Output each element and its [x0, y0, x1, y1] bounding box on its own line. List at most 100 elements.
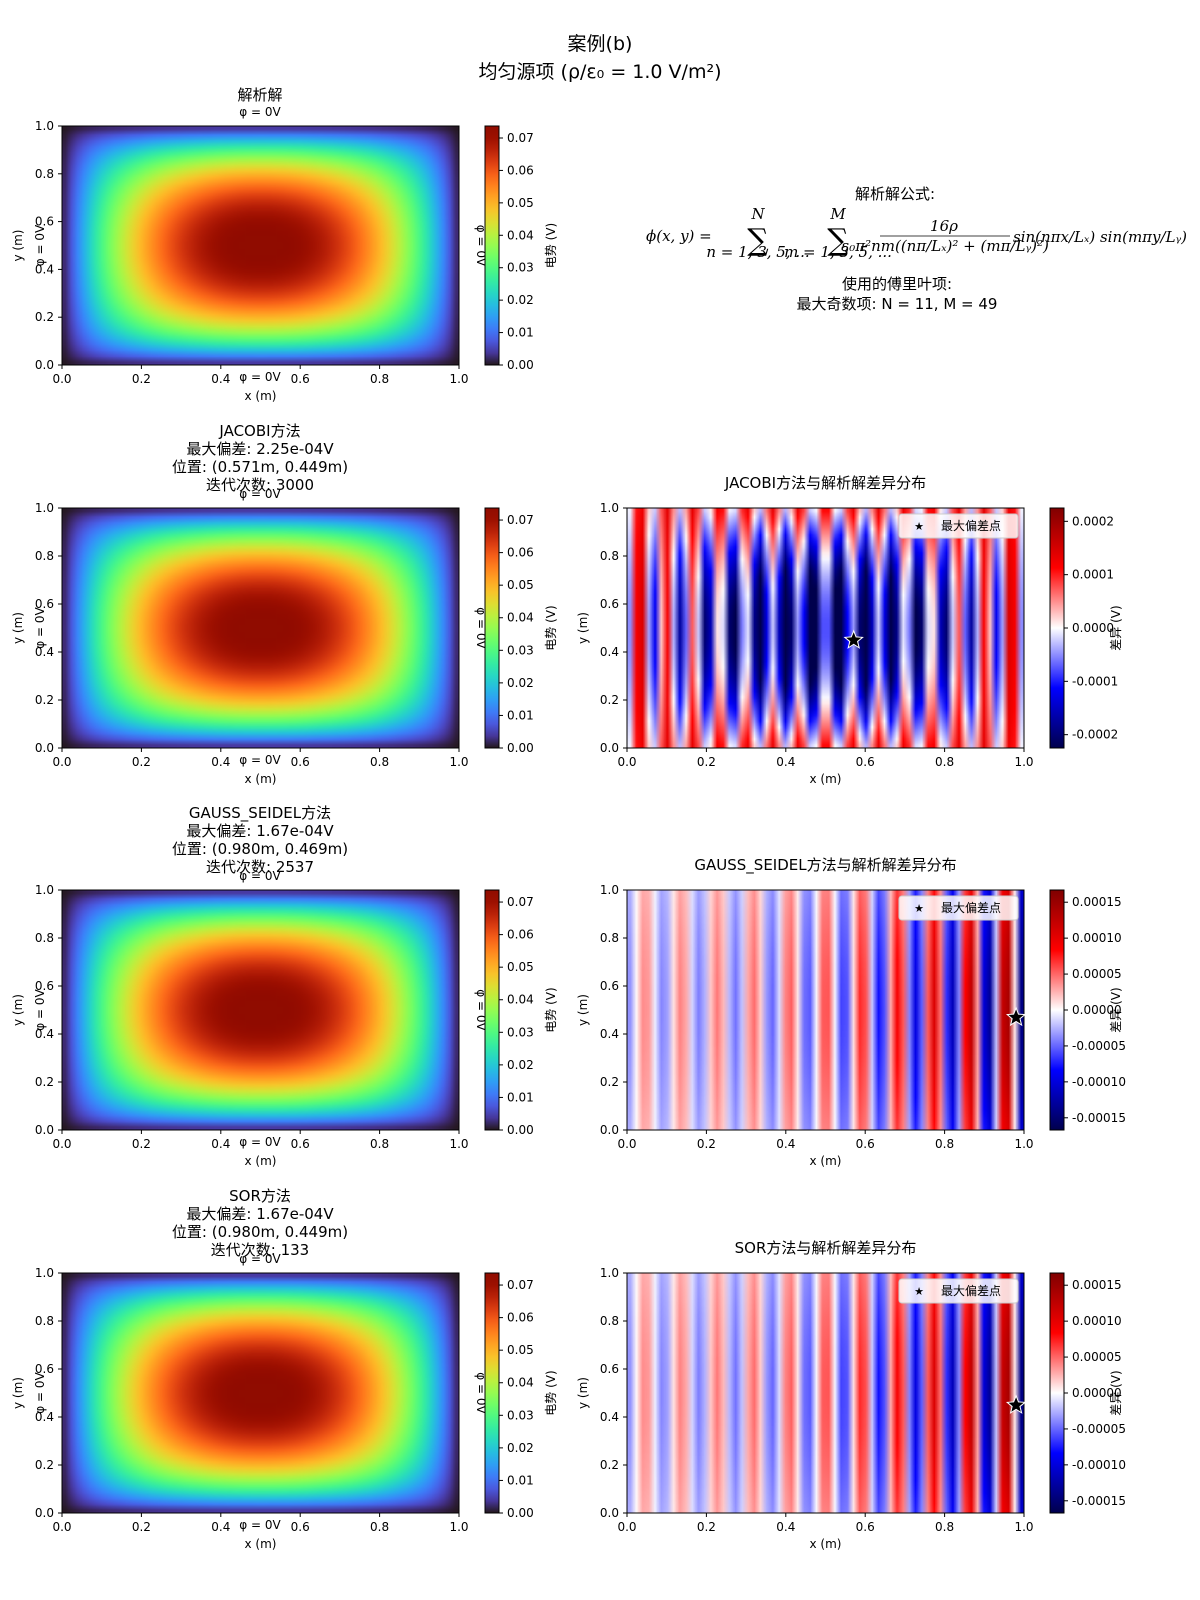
boundary-label-bottom: φ = 0V	[239, 1135, 281, 1149]
colorbar-tick-label: 0.01	[507, 1090, 534, 1104]
y-tick-label: 0.0	[35, 1123, 54, 1137]
x-tick-label: 1.0	[1014, 1520, 1033, 1534]
boundary-label-bottom: φ = 0V	[239, 370, 281, 384]
y-tick-label: 0.4	[35, 645, 54, 659]
panel-subtitle: 迭代次数: 133	[211, 1241, 309, 1259]
y-axis-label: y (m)	[11, 1377, 25, 1409]
colorbar-label: 电势 (V)	[544, 605, 558, 650]
legend-star-icon: ★	[914, 1285, 924, 1298]
y-tick-label: 1.0	[600, 883, 619, 897]
x-tick-label: 0.8	[370, 1137, 389, 1151]
colorbar-label: 差异 (V)	[1109, 1370, 1123, 1415]
colorbar-tick-label: 0.02	[507, 1058, 534, 1072]
colorbar-tick-label: 0.02	[507, 1441, 534, 1455]
boundary-label-top: φ = 0V	[239, 105, 281, 119]
sum-symbol-n: ∑	[747, 223, 769, 258]
y-tick-label: 0.4	[600, 1027, 619, 1041]
x-tick-label: 0.4	[776, 755, 795, 769]
boundary-label-top: φ = 0V	[239, 869, 281, 883]
y-tick-label: 0.0	[600, 1506, 619, 1520]
formula-numerator: 16ρ	[930, 217, 958, 235]
difference-heatmap	[627, 508, 1024, 748]
boundary-label-bottom: φ = 0V	[239, 1518, 281, 1532]
panel-subtitle: 最大偏差: 1.67e-04V	[186, 822, 334, 840]
y-tick-label: 0.2	[600, 1075, 619, 1089]
boundary-label-left: φ = 0V	[33, 988, 47, 1030]
diff-panel-title: SOR方法与解析解差异分布	[735, 1239, 917, 1257]
potential-heatmap	[62, 890, 459, 1130]
y-tick-label: 0.2	[35, 1458, 54, 1472]
x-axis-label: x (m)	[245, 389, 277, 403]
y-axis-label: y (m)	[576, 612, 590, 644]
colorbar-tick-label: 0.07	[507, 513, 534, 527]
colorbar-tick-label: 0.03	[507, 1025, 534, 1039]
colorbar-tick-label: 0.05	[507, 960, 534, 974]
panel-subtitle: 迭代次数: 2537	[206, 858, 314, 876]
y-axis-label: y (m)	[11, 230, 25, 262]
fourier-terms: 最大奇数项: N = 11, M = 49	[797, 295, 998, 313]
panel-subtitle: 位置: (0.980m, 0.469m)	[172, 840, 348, 858]
colorbar-tick-label: -0.00010	[1072, 1075, 1126, 1089]
colorbar-tick-label: 0.00	[507, 1506, 534, 1520]
colorbar-tick-label: 0.06	[507, 163, 534, 177]
potential-panel: 0.00.0 0.2 0.2 0.4 0.4 0.6 0.6 0.8 0.8 1.0 1.0 x (m…	[11, 804, 558, 1168]
colorbar-tick-label: 0.07	[507, 895, 534, 909]
diff-panel-title: JACOBI方法与解析解差异分布	[724, 474, 926, 492]
x-tick-label: 0.6	[291, 372, 310, 386]
formula-heading: 解析解公式:	[855, 185, 935, 203]
colorbar-tick-label: 0.00	[507, 1123, 534, 1137]
colorbar-tick-label: 0.01	[507, 326, 534, 340]
panel-title: 解析解	[237, 86, 282, 104]
colorbar-tick-label: 0.03	[507, 1408, 534, 1422]
x-tick-label: 0.4	[211, 1520, 230, 1534]
y-tick-label: 0.2	[600, 693, 619, 707]
x-axis-label: x (m)	[245, 1537, 277, 1551]
y-tick-label: 0.0	[600, 741, 619, 755]
colorbar-tick-label: 0.07	[507, 1278, 534, 1292]
legend-box	[898, 895, 1019, 921]
colorbar-tick-label: -0.00005	[1072, 1422, 1126, 1436]
x-axis-label: x (m)	[810, 772, 842, 786]
formula-trig: sin(nπx/Lₓ) sin(mπy/Lᵧ)	[1013, 228, 1187, 246]
x-tick-label: 0.6	[291, 1520, 310, 1534]
colorbar-label: 差异 (V)	[1109, 987, 1123, 1032]
colorbar-label: 电势 (V)	[544, 1370, 558, 1415]
x-tick-label: 0.8	[370, 755, 389, 769]
formula-block: 解析解公式: ϕ(x, y) = ∑ N n = 1, 3, 5, ... ∑ …	[646, 185, 1187, 313]
boundary-label-top: φ = 0V	[239, 1252, 281, 1266]
colorbar-tick-label: 0.03	[507, 643, 534, 657]
x-tick-label: 0.2	[132, 1137, 151, 1151]
y-tick-label: 1.0	[35, 883, 54, 897]
colorbar-tick-label: 0.03	[507, 261, 534, 275]
formula-denominator: ε₀π²nm((nπ/Lₓ)² + (mπ/Lᵧ)²)	[841, 237, 1049, 255]
colorbar-tick-label: 0.0001	[1072, 568, 1114, 582]
potential-panel: 0.00.0 0.2 0.2 0.4 0.4 0.6 0.6 0.8 0.8 1.0 1.0 x (m…	[11, 86, 558, 403]
colorbar-tick-label: -0.0002	[1072, 728, 1118, 742]
x-tick-label: 0.8	[370, 1520, 389, 1534]
x-tick-label: 0.2	[697, 755, 716, 769]
x-tick-label: 0.2	[697, 1520, 716, 1534]
x-tick-label: 1.0	[1014, 755, 1033, 769]
y-tick-label: 0.6	[35, 1362, 54, 1376]
colorbar-tick-label: 0.06	[507, 546, 534, 560]
x-tick-label: 0.8	[370, 372, 389, 386]
colorbar-label: 电势 (V)	[544, 223, 558, 268]
colorbar	[484, 1272, 500, 1514]
colorbar-tick-label: 0.05	[507, 578, 534, 592]
potential-heatmap	[62, 1273, 459, 1513]
x-tick-label: 0.2	[132, 1520, 151, 1534]
colorbar-tick-label: -0.00005	[1072, 1039, 1126, 1053]
y-tick-label: 1.0	[35, 501, 54, 515]
y-tick-label: 0.2	[35, 310, 54, 324]
colorbar-label: 电势 (V)	[544, 987, 558, 1032]
colorbar-tick-label: 0.00015	[1072, 1278, 1122, 1292]
x-tick-label: 0.6	[856, 755, 875, 769]
x-axis-label: x (m)	[810, 1537, 842, 1551]
x-tick-label: 0.4	[211, 372, 230, 386]
colorbar	[1049, 889, 1065, 1131]
colorbar-tick-label: 0.00005	[1072, 1350, 1122, 1364]
y-tick-label: 0.0	[35, 741, 54, 755]
colorbar-tick-label: 0.00	[507, 741, 534, 755]
colorbar-tick-label: 0.0002	[1072, 514, 1114, 528]
colorbar-tick-label: 0.04	[507, 228, 534, 242]
